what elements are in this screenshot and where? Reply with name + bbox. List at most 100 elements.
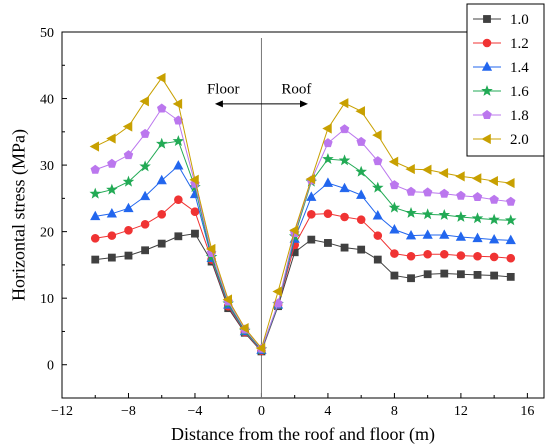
annotation-floor: Floor: [207, 82, 240, 98]
data-point: [490, 271, 499, 280]
data-point: [107, 253, 116, 262]
data-point: [372, 130, 382, 141]
legend-item-1.2: 1.2: [473, 36, 529, 52]
data-point: [323, 209, 333, 218]
data-point: [438, 167, 449, 179]
y-tick-label: 20: [40, 226, 54, 241]
data-point: [89, 187, 101, 199]
legend-box: [466, 3, 545, 157]
legend: 1.0 1.2 1.4 1.6 1.8 2.0: [466, 3, 545, 157]
data-point: [139, 160, 151, 172]
data-point: [456, 251, 466, 260]
data-point: [472, 232, 483, 243]
x-axis-label: Distance from the roof and floor (m): [171, 424, 435, 445]
x-tick-label: 8: [391, 404, 398, 419]
data-point: [373, 255, 382, 264]
data-point: [174, 232, 183, 241]
data-point: [388, 201, 401, 213]
data-point: [189, 174, 199, 185]
data-point: [506, 272, 515, 281]
legend-item-1.6: 1.6: [473, 84, 529, 100]
data-point: [388, 156, 399, 167]
legend-label: 1.2: [510, 36, 529, 52]
legend-item-2.0: 2.0: [473, 132, 529, 148]
data-point: [505, 214, 517, 226]
data-point: [322, 177, 334, 187]
data-point: [390, 249, 399, 258]
data-point: [191, 229, 199, 238]
data-point: [172, 135, 185, 147]
y-axis-label: Horizontal stress (MPa): [8, 129, 29, 301]
x-tick-label: −8: [121, 404, 136, 419]
series-line-2.0: [95, 77, 511, 350]
series-1.6: [89, 135, 517, 355]
data-point: [140, 128, 150, 138]
data-point: [91, 255, 100, 264]
series-1.4: [90, 160, 516, 354]
legend-item-1.0: 1.0: [473, 12, 529, 28]
double-arrow: [214, 100, 308, 108]
data-point: [338, 154, 351, 166]
data-point: [389, 180, 400, 190]
data-point: [172, 98, 183, 109]
data-point: [455, 231, 467, 241]
data-point: [307, 210, 316, 219]
data-point: [239, 323, 249, 334]
legend-item-1.4: 1.4: [473, 60, 529, 76]
data-point: [156, 103, 167, 113]
legend-marker: [482, 38, 492, 48]
data-point: [106, 208, 117, 218]
data-point: [455, 171, 465, 182]
legend-label: 1.8: [510, 108, 529, 124]
data-point: [107, 231, 117, 240]
data-point: [489, 233, 500, 244]
data-point: [306, 191, 317, 201]
plot-border: [61, 31, 545, 399]
plot-frame: [61, 31, 545, 399]
data-point: [372, 181, 384, 193]
series-2.0: [89, 72, 515, 354]
series-line-1.2: [95, 199, 511, 352]
data-point: [106, 183, 118, 195]
data-point: [90, 233, 100, 243]
data-point: [139, 96, 149, 107]
data-point: [505, 177, 515, 189]
data-point: [472, 192, 483, 202]
data-point: [338, 98, 349, 109]
data-point: [390, 271, 399, 280]
data-point: [173, 160, 184, 170]
data-point: [141, 246, 150, 255]
data-point: [456, 190, 466, 200]
series-layer: [89, 72, 517, 356]
data-point: [140, 220, 150, 229]
data-point: [156, 72, 166, 84]
data-point: [122, 175, 135, 187]
data-point: [439, 229, 450, 239]
data-point: [373, 231, 383, 240]
data-point: [489, 194, 499, 204]
x-tick-label: 12: [454, 404, 468, 419]
data-point: [222, 294, 233, 305]
data-point: [373, 156, 383, 166]
data-point: [423, 270, 432, 279]
data-point: [307, 235, 316, 244]
data-point: [356, 136, 366, 146]
data-point: [106, 133, 116, 144]
data-point: [455, 210, 467, 222]
data-point: [339, 124, 350, 134]
data-point: [406, 186, 416, 196]
data-point: [471, 173, 482, 184]
legend-marker: [481, 61, 493, 71]
data-point: [122, 121, 133, 132]
data-point: [322, 153, 334, 164]
data-point: [489, 252, 499, 262]
series-1.8: [90, 103, 516, 353]
arrow-head-left: [214, 100, 223, 108]
legend-marker: [481, 84, 493, 96]
x-tick-label: −4: [188, 404, 203, 419]
data-point: [340, 243, 349, 252]
legend-label: 2.0: [510, 132, 529, 148]
x-tick-label: 4: [324, 404, 331, 419]
legend-label: 1.6: [510, 84, 529, 100]
